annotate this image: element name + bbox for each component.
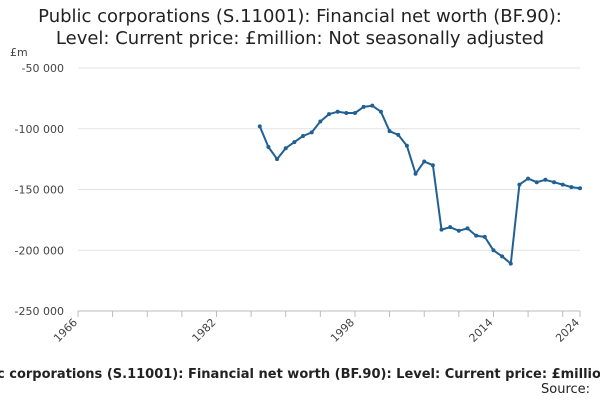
- data-point: [327, 112, 331, 117]
- data-point: [422, 159, 427, 164]
- y-tick-label: -250 000: [15, 305, 64, 318]
- data-point: [430, 163, 435, 168]
- data-point: [301, 134, 306, 139]
- data-point: [404, 143, 409, 148]
- footer-title: Public corporations (S.11001): Financial…: [0, 367, 600, 385]
- data-point: [508, 261, 513, 266]
- data-point: [526, 176, 531, 181]
- data-point: [387, 129, 392, 134]
- data-point: [370, 103, 375, 108]
- data-point: [344, 110, 349, 115]
- series-line: [258, 104, 581, 265]
- data-point: [413, 171, 418, 176]
- footer-title-text: Public corporations (S.11001): Financial…: [0, 367, 600, 382]
- data-point: [482, 234, 487, 239]
- data-point: [543, 177, 548, 182]
- data-point: [448, 225, 453, 230]
- source-label: Source:: [541, 382, 591, 397]
- data-point: [500, 254, 505, 259]
- data-point: [309, 130, 314, 135]
- data-point: [534, 180, 539, 185]
- chart-title: Public corporations (S.11001): Financial…: [0, 6, 600, 50]
- data-point: [318, 119, 323, 124]
- line-chart: £m -50 000 -100 000 -150 000 -200 000 -250 00…: [10, 46, 582, 345]
- y-tick-label: -50 000: [22, 62, 64, 75]
- data-point: [361, 104, 366, 109]
- data-point: [465, 226, 470, 231]
- x-tick-label: 1982: [190, 316, 219, 345]
- data-point: [491, 248, 496, 253]
- data-point: [396, 132, 401, 137]
- x-tick-label: 1966: [51, 316, 80, 345]
- chart-title-line-2: Level: Current price: £million: Not seas…: [55, 28, 545, 49]
- data-point: [560, 182, 565, 187]
- data-point: [292, 140, 297, 145]
- data-point: [569, 185, 574, 190]
- y-axis-label: £m: [10, 46, 28, 59]
- data-point: [283, 146, 288, 151]
- chart-title-line-1: Public corporations (S.11001): Financial…: [38, 6, 562, 27]
- data-point: [335, 109, 340, 114]
- y-tick-label: -150 000: [15, 184, 64, 197]
- data-point: [352, 110, 357, 115]
- data-point: [275, 157, 280, 162]
- y-tick-label: -200 000: [15, 244, 64, 257]
- x-tick-label: 1998: [328, 316, 357, 345]
- data-point: [378, 109, 383, 114]
- data-point: [552, 180, 557, 185]
- data-point: [456, 228, 461, 233]
- data-point: [266, 144, 271, 149]
- data-point: [257, 124, 262, 129]
- x-tick-label: 2014: [467, 316, 496, 345]
- data-point: [439, 227, 444, 232]
- data-point: [474, 233, 479, 238]
- data-point: [578, 186, 582, 191]
- x-tick-label: 2024: [553, 316, 582, 345]
- data-point: [517, 182, 522, 187]
- y-tick-label: -100 000: [15, 123, 64, 136]
